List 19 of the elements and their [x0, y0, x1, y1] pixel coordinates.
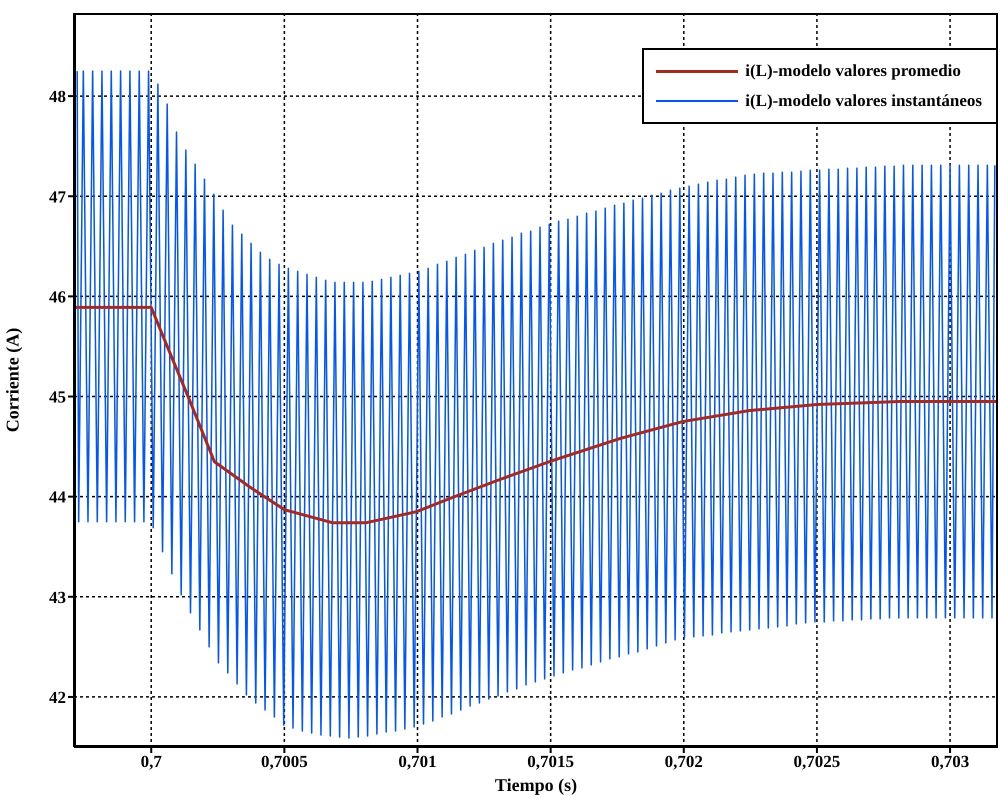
legend-label: i(L)-modelo valores instantáneos	[745, 91, 982, 111]
y-tick-label: 43	[49, 588, 66, 607]
y-axis-title: Corriente (A)	[2, 328, 22, 432]
y-tick-label: 45	[49, 388, 66, 407]
line-series	[74, 306, 998, 524]
x-tick-label: 0,702	[664, 752, 703, 772]
y-tick-label: 46	[49, 287, 66, 306]
x-tick-label: 0,701	[398, 752, 437, 772]
x-tick-label: 0,703	[930, 752, 970, 772]
legend-label: i(L)-modelo valores promedio	[745, 61, 961, 81]
x-tick-label: 0,7025	[794, 752, 840, 772]
y-tick-label: 42	[49, 688, 66, 707]
x-axis-title: Tiempo (s)	[494, 775, 578, 795]
y-tick-label: 48	[49, 87, 66, 106]
x-tick-label: 0,7005	[260, 752, 308, 772]
y-tick-label: 44	[49, 488, 66, 507]
x-tick-label: 0,7	[140, 752, 162, 772]
x-tick-label: 0,7015	[527, 752, 574, 772]
y-tick-label: 47	[49, 187, 66, 206]
